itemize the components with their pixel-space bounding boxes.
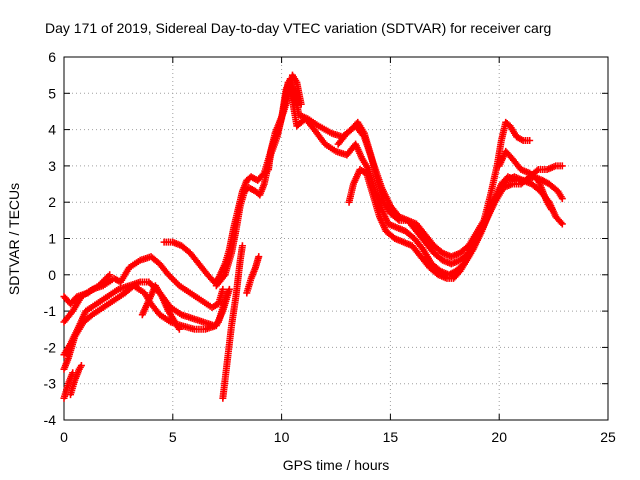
y-tick-label: 2 [48,194,56,210]
y-tick-label: -3 [44,376,57,392]
data-point [558,195,566,203]
data-point [225,285,233,293]
y-tick-label: -2 [44,339,57,355]
x-axis-label: GPS time / hours [283,457,390,473]
chart-title: Day 171 of 2019, Sidereal Day-to-day VTE… [45,20,551,36]
y-tick-label: 4 [48,122,56,138]
data-point [558,220,566,228]
series-track-13 [219,242,246,402]
x-tick-label: 25 [600,429,616,445]
data-point [175,325,183,333]
data-point [77,362,85,370]
y-tick-label: -4 [44,412,57,428]
x-tick-label: 5 [169,429,177,445]
x-tick-label: 20 [491,429,507,445]
series-track-7 [138,282,183,333]
data-point [238,242,246,250]
data-point [219,285,227,293]
tick-labels: 0 5 10 15 20 25 -4 -3 -2 -1 0 1 2 3 4 5 6 [44,49,616,445]
series-track-5 [60,369,77,402]
x-tick-label: 10 [274,429,290,445]
y-axis-label: SDTVAR / TECUs [6,183,22,295]
y-tick-label: 0 [48,267,56,283]
data-point [557,219,565,227]
x-tick-label: 0 [60,429,68,445]
data-points [60,71,566,402]
data-point [297,100,305,108]
data-point [533,167,541,175]
data-point [106,271,114,279]
series-track-14 [243,253,263,297]
y-tick-label: 1 [48,231,56,247]
x-tick-label: 15 [383,429,399,445]
series-track-15 [265,71,305,174]
y-tick-label: 3 [48,158,56,174]
data-point [526,136,534,144]
y-tick-label: 6 [48,49,56,65]
data-point [558,162,566,170]
data-point [69,369,77,377]
y-tick-label: -1 [44,303,57,319]
plot-frame [63,56,609,421]
data-point [255,253,263,261]
series-track-12 [495,147,555,213]
series-track-6 [60,271,114,308]
y-tick-label: 5 [48,85,56,101]
data-point [547,205,555,213]
series-track-1 [60,253,227,326]
grid [64,57,608,420]
